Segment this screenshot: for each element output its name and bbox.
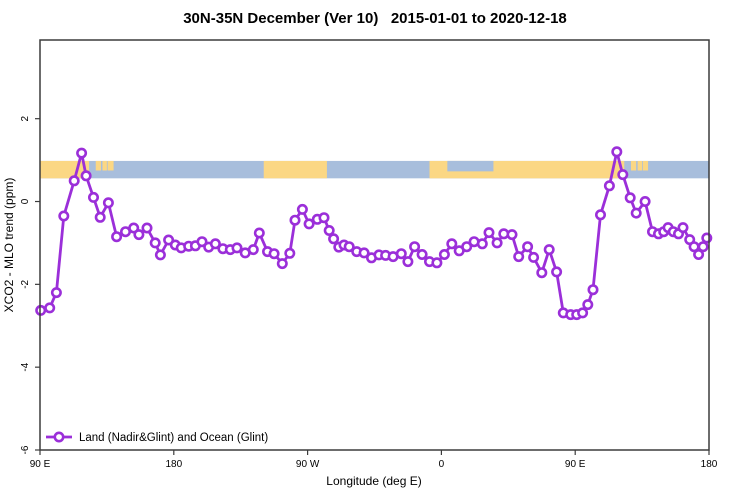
data-point <box>491 237 503 249</box>
data-point <box>522 241 534 253</box>
data-point <box>44 302 56 314</box>
data-point <box>76 147 88 159</box>
data-point <box>196 236 208 248</box>
data-point <box>587 284 599 296</box>
data-point <box>416 249 428 261</box>
data-point <box>630 207 642 219</box>
data-point <box>693 249 705 261</box>
chart-title: 30N-35N December (Ver 10) 2015-01-01 to … <box>183 10 567 27</box>
legend-marker-icon <box>53 431 65 443</box>
data-point <box>318 212 330 224</box>
y-tick-label: 2 <box>20 115 31 121</box>
data-point <box>343 241 355 253</box>
data-point <box>446 238 458 250</box>
y-tick-label: -4 <box>20 362 31 371</box>
map-strip-inland-sea <box>447 160 494 172</box>
data-point <box>536 267 548 279</box>
data-point <box>476 238 488 250</box>
data-point <box>603 180 615 192</box>
y-tick-label: -6 <box>20 445 31 454</box>
data-point <box>102 197 114 209</box>
data-point <box>402 256 414 268</box>
data-point <box>88 191 100 203</box>
data-point <box>551 266 563 278</box>
data-point <box>58 210 70 222</box>
y-axis-ticks: 2 0 -2 -4 -6 <box>20 115 40 454</box>
series-line <box>35 146 713 321</box>
data-point <box>253 227 265 239</box>
data-point <box>582 299 594 311</box>
data-point <box>611 146 623 158</box>
map-strip-island <box>107 160 114 171</box>
data-point <box>543 244 555 256</box>
data-point <box>231 242 243 254</box>
data-point <box>154 249 166 261</box>
y-tick-label: -2 <box>20 279 31 288</box>
data-point <box>323 225 335 237</box>
data-point <box>395 248 407 260</box>
data-point <box>594 209 606 221</box>
x-axis-ticks: 90 E 180 90 W 0 90 E 180 <box>30 450 718 470</box>
map-strip-island <box>630 160 637 171</box>
data-point <box>289 214 301 226</box>
data-point <box>303 218 315 230</box>
data-point <box>528 251 540 263</box>
map-strip-island <box>102 160 107 171</box>
data-point <box>639 196 651 208</box>
data-point <box>438 249 450 261</box>
map-strip-land <box>263 160 327 179</box>
data-point <box>276 258 288 270</box>
data-point <box>431 257 443 269</box>
data-point <box>247 244 259 256</box>
y-tick-label: 0 <box>20 198 31 204</box>
data-point <box>111 231 123 243</box>
data-point <box>68 175 80 187</box>
map-strip-island <box>637 160 643 171</box>
x-tick-label: 90 W <box>296 459 320 470</box>
legend-label: Land (Nadir&Glint) and Ocean (Glint) <box>79 432 268 444</box>
x-tick-label: 180 <box>165 459 182 470</box>
data-point <box>50 287 62 299</box>
data-point <box>80 170 92 182</box>
data-point <box>461 241 473 253</box>
data-point <box>617 169 629 181</box>
data-point <box>358 247 370 259</box>
data-point <box>209 238 221 250</box>
data-point <box>141 222 153 234</box>
map-strip-island <box>642 160 649 171</box>
data-point <box>677 222 689 234</box>
data-point <box>149 237 161 249</box>
data-point <box>284 247 296 259</box>
data-point <box>506 229 518 241</box>
data-point <box>296 203 308 215</box>
data-point <box>133 229 145 241</box>
plot-border <box>39 39 710 451</box>
data-point <box>328 233 340 245</box>
legend: Land (Nadir&Glint) and Ocean (Glint) <box>46 431 268 444</box>
map-strip-island <box>95 160 101 171</box>
x-tick-label: 90 E <box>565 459 586 470</box>
data-point <box>624 192 636 204</box>
y-axis-title: XCO2 - MLO trend (ppm) <box>2 178 16 313</box>
x-tick-label: 180 <box>701 459 718 470</box>
x-tick-label: 90 E <box>30 459 51 470</box>
data-point <box>697 241 709 253</box>
data-point <box>94 211 106 223</box>
data-point <box>409 241 421 253</box>
world-map-strip <box>40 160 709 179</box>
data-point <box>483 227 495 239</box>
data-point <box>577 307 589 319</box>
data-point <box>513 251 525 263</box>
x-axis-title: Longitude (deg E) <box>326 474 421 488</box>
x-tick-label: 0 <box>439 459 445 470</box>
data-point <box>268 248 280 260</box>
data-series <box>35 146 713 321</box>
